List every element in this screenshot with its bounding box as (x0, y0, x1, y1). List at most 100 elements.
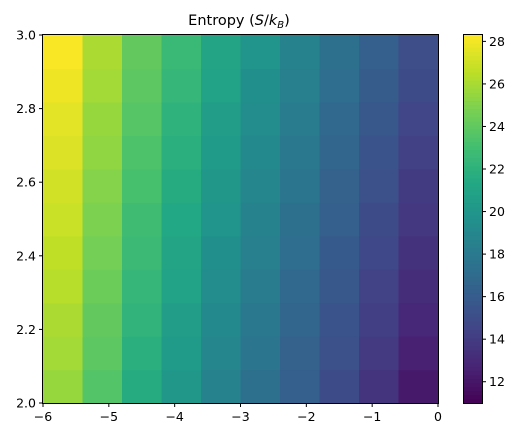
colorbar-tick-label: 28 (489, 34, 505, 49)
colorbar-segment (464, 313, 482, 318)
heatmap-cell (240, 135, 281, 170)
heatmap-cell (43, 35, 84, 70)
heatmap-cell (82, 302, 123, 337)
colorbar-segment (464, 63, 482, 69)
heatmap-cell (122, 336, 163, 371)
heatmap-cell (319, 202, 360, 237)
heatmap-cell (319, 135, 360, 170)
colorbar-segment (464, 210, 482, 216)
colorbar-tick-label: 16 (489, 289, 505, 304)
colorbar-segment (464, 382, 482, 388)
heatmap-cell (43, 336, 84, 371)
colorbar-segment (464, 247, 482, 253)
colorbar-segment (464, 149, 482, 155)
colorbar-segment (464, 337, 482, 343)
heatmap-cell (122, 68, 163, 103)
y-tick-label: 3.0 (16, 28, 36, 43)
colorbar-segment (464, 280, 482, 286)
x-tick-label: −6 (34, 409, 52, 424)
colorbar-segment (464, 71, 482, 77)
colorbar-segment (464, 186, 482, 191)
colorbar-segment (464, 353, 482, 359)
colorbar-segment (464, 231, 482, 236)
heatmap-cell (280, 101, 321, 136)
heatmap-cell (280, 235, 321, 270)
heatmap-cell (280, 302, 321, 337)
heatmap-cell (398, 101, 439, 136)
colorbar-segment (464, 190, 482, 196)
heatmap-cell (122, 135, 163, 170)
heatmap-cell (319, 269, 360, 304)
y-tick-label: 2.8 (16, 101, 36, 116)
heatmap-cell (398, 135, 439, 170)
heatmap-cell (319, 302, 360, 337)
colorbar-segment (464, 145, 482, 151)
colorbar-segment (464, 43, 482, 48)
heatmap-cell (82, 269, 123, 304)
colorbar-segment (464, 169, 482, 175)
heatmap-cell (240, 68, 281, 103)
heatmap-cell (359, 202, 400, 237)
colorbar-segment (464, 157, 482, 163)
colorbar-segment (464, 268, 482, 273)
y-axis: 2.0 2.2 2.4 2.6 2.8 3.0 (16, 28, 43, 411)
colorbar-segment (464, 120, 482, 126)
heatmap-cell (240, 235, 281, 270)
heatmap-cell (122, 369, 163, 404)
heatmap-cell (240, 269, 281, 304)
colorbar-segment (464, 112, 482, 118)
heatmap-cell (122, 202, 163, 237)
heatmap-cell (161, 369, 202, 404)
x-axis: −6 −5 −4 −3 −2 −1 0 (34, 403, 442, 424)
heatmap-cell (319, 68, 360, 103)
colorbar-segment (464, 75, 482, 81)
colorbar-tick-label: 12 (489, 374, 505, 389)
colorbar-segment (464, 329, 482, 335)
colorbar-segment (464, 263, 482, 269)
colorbar-segment (464, 79, 482, 85)
colorbar-segment (464, 223, 482, 228)
y-tick-label: 2.4 (16, 248, 36, 263)
colorbar-segment (464, 378, 482, 384)
colorbar-segment (464, 390, 482, 396)
heatmap-cell (82, 101, 123, 136)
colorbar-segment (464, 174, 482, 179)
colorbar-segment (464, 358, 482, 363)
colorbar-segment (464, 235, 482, 241)
colorbar-tick-label: 26 (489, 76, 505, 91)
colorbar-segment (464, 116, 482, 122)
colorbar-segment (464, 182, 482, 187)
heatmap-cell (122, 101, 163, 136)
colorbar-segment (464, 104, 482, 110)
heatmap-cell (201, 101, 242, 136)
x-tick-label: 0 (434, 409, 442, 424)
colorbar-segment (464, 349, 482, 355)
heatmap-cell (201, 269, 242, 304)
heatmap-cell (359, 101, 400, 136)
heatmap-cell (82, 202, 123, 237)
colorbar-tick-label: 22 (489, 162, 505, 177)
heatmap-cell (43, 369, 84, 404)
colorbar-segment (464, 292, 482, 298)
heatmap-cell (359, 269, 400, 304)
colorbar-segment (464, 272, 482, 277)
heatmap-cell (240, 168, 281, 203)
y-tick-label: 2.0 (16, 396, 36, 411)
heatmap-cell (280, 269, 321, 304)
colorbar-segment (464, 194, 482, 200)
heatmap-cell (161, 35, 202, 70)
colorbar-tick-label: 24 (489, 119, 505, 134)
colorbar-segment (464, 153, 482, 159)
colorbar-segment (464, 100, 482, 106)
heatmap-cell (398, 302, 439, 337)
colorbar-segment (464, 398, 482, 404)
heatmap-cell (319, 336, 360, 371)
colorbar-segment (464, 55, 482, 61)
colorbar-segment (464, 178, 482, 183)
colorbar-segment (464, 386, 482, 392)
heatmap-cell (161, 302, 202, 337)
colorbar (464, 35, 482, 404)
heatmap-cell (201, 135, 242, 170)
colorbar-segment (464, 370, 482, 375)
colorbar-segment (464, 198, 482, 204)
